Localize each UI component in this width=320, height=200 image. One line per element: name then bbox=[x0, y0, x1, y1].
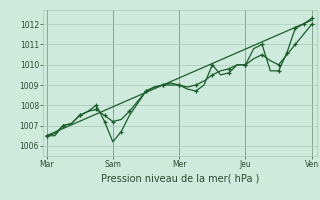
X-axis label: Pression niveau de la mer( hPa ): Pression niveau de la mer( hPa ) bbox=[101, 173, 259, 183]
